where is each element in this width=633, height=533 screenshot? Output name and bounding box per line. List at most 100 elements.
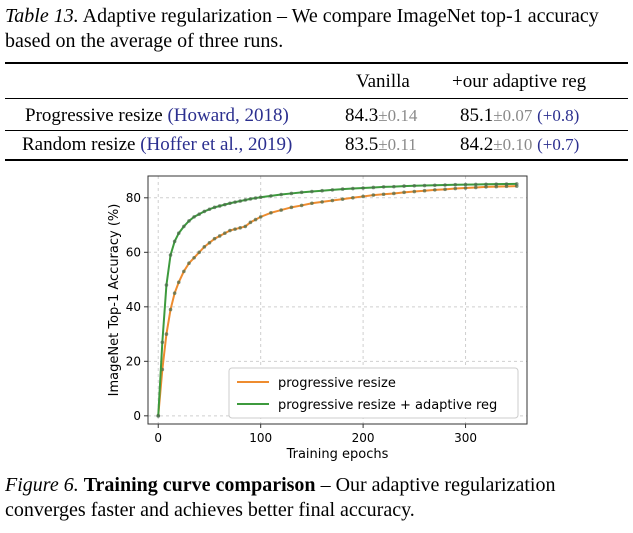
legend-label-progressive: progressive resize <box>278 376 396 391</box>
series-0-point-7 <box>187 261 191 266</box>
series-1-point-29 <box>340 187 345 191</box>
series-1-point-37 <box>422 183 427 188</box>
x-tick-label-100: 100 <box>249 431 272 445</box>
x-tick-label-300: 300 <box>454 431 477 445</box>
series-1-point-30 <box>351 186 355 191</box>
series-0-point-12 <box>212 236 217 241</box>
y-tick-label-0: 0 <box>133 409 141 423</box>
series-0-point-5 <box>176 280 181 285</box>
series-0-point-21 <box>258 215 263 219</box>
series-1-point-14 <box>223 202 227 207</box>
series-1-point-36 <box>412 184 417 188</box>
series-0-point-37 <box>422 188 427 193</box>
series-0-point-11 <box>207 240 212 245</box>
row-random-method-name: Random resize <box>22 134 136 155</box>
series-1-point-23 <box>279 192 283 197</box>
figure-caption-label: Figure 6. <box>5 474 79 496</box>
series-1-point-19 <box>248 197 253 201</box>
row-progressive-method: Progressive resize (Howard, 2018) <box>25 104 289 128</box>
series-0-point-3 <box>168 307 173 312</box>
series-1-point-34 <box>392 184 396 189</box>
series-1-point-43 <box>484 182 488 187</box>
series-0-point-14 <box>223 231 227 236</box>
series-1-point-16 <box>233 200 237 204</box>
plot-frame <box>147 175 528 425</box>
series-1-point-31 <box>361 186 365 190</box>
series-1-point-7 <box>187 219 191 223</box>
y-axis-label: ImageNet Top-1 Accuracy (%) <box>107 204 122 397</box>
series-0-point-35 <box>402 190 406 195</box>
series-1-point-1 <box>160 340 165 345</box>
x-axis-label: Training epochs <box>286 447 389 462</box>
series-0-point-19 <box>248 220 253 225</box>
series-0-point-31 <box>361 194 365 199</box>
series-0-point-34 <box>392 191 396 196</box>
series-0-point-23 <box>279 208 283 212</box>
series-1-point-26 <box>310 189 314 194</box>
series-1-point-8 <box>192 215 196 219</box>
hoffer-citation-link[interactable]: (Hoffer et al., 2019) <box>140 134 293 155</box>
series-1-point-6 <box>182 224 186 229</box>
adaptive-value: 85.1 <box>460 105 494 126</box>
row-random-method: Random resize (Hoffer et al., 2019) <box>22 133 292 157</box>
series-layer <box>156 182 519 418</box>
row-progressive-vanilla: 84.3±0.14 <box>345 104 417 128</box>
series-1-point-28 <box>330 188 335 192</box>
series-0-point-40 <box>453 186 458 191</box>
series-0-point-8 <box>192 255 196 260</box>
figure-caption: Figure 6. Training curve comparison – Ou… <box>5 473 629 523</box>
series-1-point-40 <box>453 182 458 187</box>
series-0-point-39 <box>443 187 447 192</box>
table-caption-text: Adaptive regularization – We compare Ima… <box>5 5 599 52</box>
legend-label-adaptive: progressive resize + adaptive reg <box>278 398 497 413</box>
series-1-point-17 <box>238 199 242 203</box>
series-0-point-22 <box>269 210 273 215</box>
series-1-point-33 <box>381 185 386 189</box>
vanilla-value: 83.5 <box>345 134 379 155</box>
series-1-point-2 <box>164 283 169 287</box>
col-header-vanilla: Vanilla <box>356 71 410 92</box>
series-1-point-12 <box>212 205 217 210</box>
series-1-point-15 <box>228 201 232 206</box>
y-tick-label-40: 40 <box>126 300 141 314</box>
adaptive-std: ±0.07 <box>493 106 533 125</box>
series-0-point-17 <box>238 225 242 230</box>
figure-caption-text: – Our adaptive regularization converges … <box>5 474 556 521</box>
axis-ticks: 0 100 200 300 0 20 40 60 80 <box>126 191 477 445</box>
col-header-adaptive: +our adaptive reg <box>452 71 587 92</box>
series-0-point-38 <box>433 188 437 192</box>
series-0-point-30 <box>351 196 355 200</box>
series-1-point-3 <box>168 253 173 257</box>
series-1-point-39 <box>443 183 447 187</box>
series-1-point-11 <box>207 207 212 212</box>
series-1-point-4 <box>172 239 177 244</box>
vanilla-value: 84.3 <box>345 105 379 126</box>
series-0-point-27 <box>320 200 324 204</box>
series-0-point-18 <box>243 224 248 229</box>
row-progressive-adaptive: 85.1±0.07 (+0.8) <box>460 104 579 128</box>
table-bottom-rule <box>5 159 628 161</box>
series-0-point-28 <box>330 198 335 203</box>
x-tick-label-200: 200 <box>352 431 375 445</box>
series-0-point-15 <box>228 228 232 233</box>
adaptive-std: ±0.10 <box>493 135 533 154</box>
series-0-point-25 <box>299 203 304 208</box>
series-0-point-43 <box>484 185 488 189</box>
howard-citation-link[interactable]: (Howard, 2018) <box>167 105 289 126</box>
row-random-vanilla: 83.5±0.11 <box>345 133 417 157</box>
series-1-point-27 <box>320 188 324 193</box>
series-1-point-18 <box>243 198 248 202</box>
series-1-point-9 <box>197 212 202 216</box>
series-1-point-35 <box>402 184 406 188</box>
adaptive-delta: (+0.8) <box>537 106 580 125</box>
table-top-rule <box>5 62 628 64</box>
series-0-point-10 <box>202 245 207 249</box>
series-0-point-33 <box>381 192 386 197</box>
series-0-point-32 <box>371 193 376 197</box>
vanilla-std: ±0.14 <box>378 106 418 125</box>
series-0-point-9 <box>197 250 202 255</box>
y-tick-label-80: 80 <box>126 191 141 205</box>
series-1-point-5 <box>176 231 181 236</box>
series-1-point-46 <box>514 182 519 186</box>
table-caption-label: Table 13. <box>5 5 79 27</box>
